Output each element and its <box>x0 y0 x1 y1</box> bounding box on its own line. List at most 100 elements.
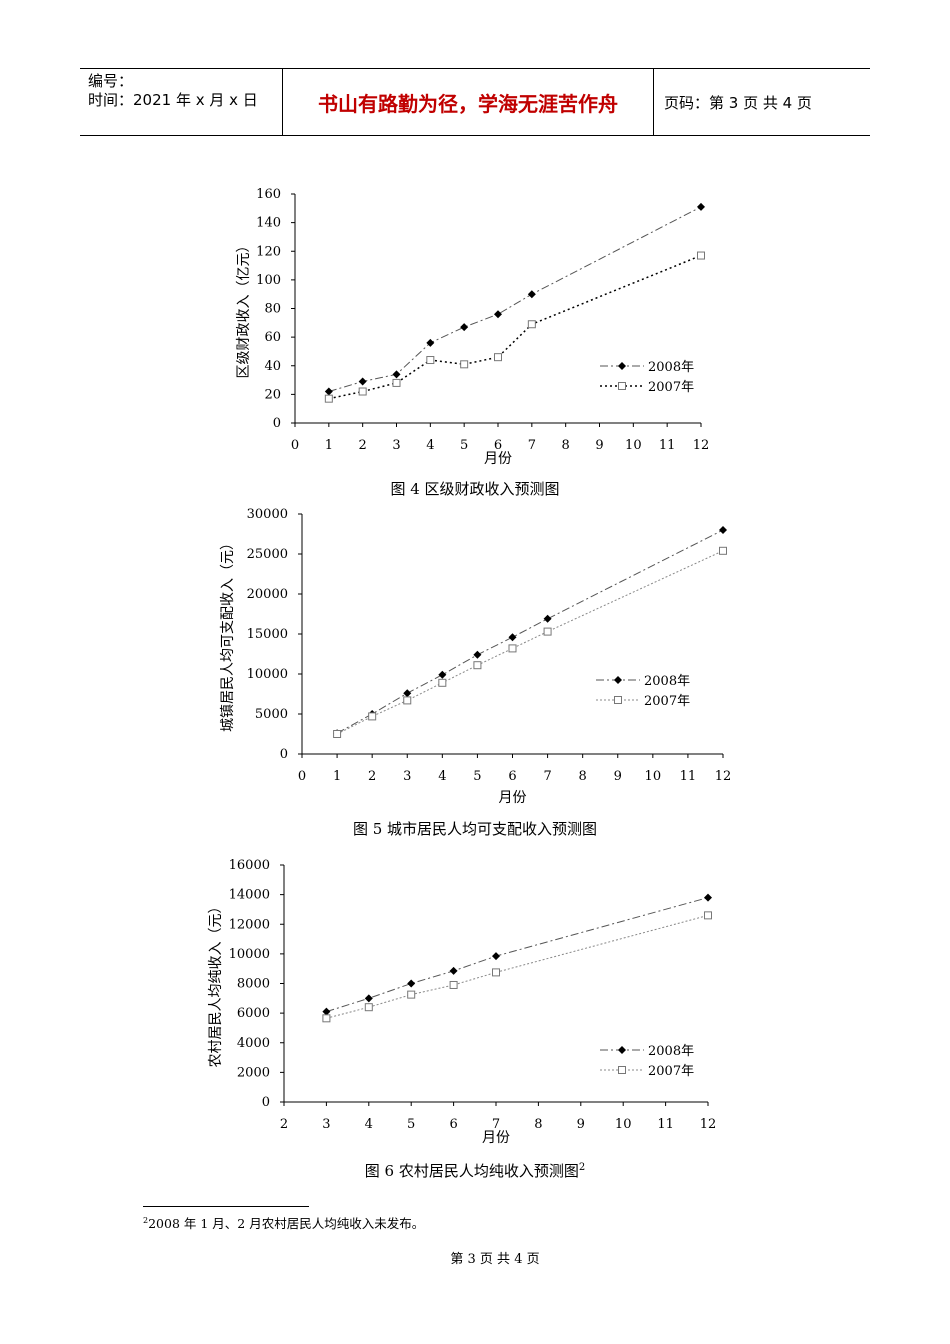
data-point-2007 <box>494 353 502 362</box>
y-tick-label: 0 <box>280 747 288 762</box>
data-point-2007 <box>403 696 412 705</box>
y-tick-label: 5000 <box>255 707 288 722</box>
y-tick-label: 25000 <box>247 547 288 562</box>
data-point-2008 <box>473 650 482 659</box>
footnote: 22008 年 1 月、2 月农村居民人均纯收入未发布。 <box>143 1213 424 1232</box>
data-point-2008 <box>460 323 469 332</box>
x-tick-label: 7 <box>492 1117 500 1132</box>
data-point-2007 <box>407 990 416 999</box>
x-tick-label: 1 <box>325 438 333 453</box>
y-tick-label: 160 <box>256 187 281 202</box>
y-tick-label: 0 <box>273 416 281 431</box>
y-tick-label: 0 <box>262 1095 270 1110</box>
x-tick-label: 4 <box>365 1117 373 1132</box>
y-tick-label: 12000 <box>229 917 270 932</box>
y-axis-label: 农村居民人均纯收入（元） <box>208 900 224 1068</box>
x-tick-label: 8 <box>534 1117 542 1132</box>
data-point-2007 <box>324 394 333 403</box>
x-tick-label: 8 <box>579 769 587 784</box>
x-axis-label: 月份 <box>499 790 527 806</box>
caption-fig4: 图 4 区级财政收入预测图 <box>0 478 950 499</box>
header-motto: 书山有路勤为径，学海无涯苦作舟 <box>318 91 618 116</box>
x-tick-label: 6 <box>494 438 502 453</box>
legend-marker-2008 <box>614 676 622 684</box>
header-time-label: 时间：2021 年 x 月 x 日 <box>88 91 258 109</box>
page-header: 编号： 时间：2021 年 x 月 x 日 书山有路勤为径，学海无涯苦作舟 页码… <box>80 68 870 136</box>
x-tick-label: 11 <box>680 769 697 784</box>
y-tick-label: 16000 <box>229 858 270 873</box>
x-tick-label: 4 <box>438 769 446 784</box>
series-line-2008 <box>328 206 702 392</box>
x-tick-label: 2 <box>280 1117 288 1132</box>
y-tick-label: 40 <box>264 359 281 374</box>
header-left-cell: 编号： 时间：2021 年 x 月 x 日 <box>80 69 282 135</box>
data-point-2008 <box>508 633 517 642</box>
caption-fig6-text: 图 6 农村居民人均纯收入预测图 <box>364 1162 579 1180</box>
legend-marker-2008 <box>618 362 626 370</box>
page-footer: 第 3 页 共 4 页 <box>450 1252 540 1267</box>
y-tick-label: 6000 <box>237 1006 270 1021</box>
x-tick-label: 10 <box>645 769 662 784</box>
footnote-text: 2008 年 1 月、2 月农村居民人均纯收入未发布。 <box>148 1216 425 1231</box>
y-tick-label: 10000 <box>247 667 288 682</box>
x-tick-label: 8 <box>562 438 570 453</box>
x-tick-label: 11 <box>659 438 676 453</box>
data-point-2007 <box>426 356 435 365</box>
legend-label-2008: 2008年 <box>644 674 690 689</box>
x-tick-label: 0 <box>298 769 306 784</box>
data-point-2008 <box>719 526 727 534</box>
legend-label-2007: 2007年 <box>648 1064 694 1079</box>
data-point-2008 <box>704 893 712 902</box>
data-point-2007 <box>333 730 342 738</box>
x-tick-label: 4 <box>426 438 434 453</box>
y-axis-label: 区级财政收入（亿元） <box>236 239 252 379</box>
y-tick-label: 4000 <box>237 1036 270 1051</box>
data-point-2007 <box>704 911 712 920</box>
x-tick-label: 7 <box>543 769 551 784</box>
x-tick-label: 3 <box>403 769 411 784</box>
x-tick-label: 11 <box>657 1117 674 1132</box>
data-point-2007 <box>719 546 727 555</box>
data-point-2008 <box>449 966 458 975</box>
y-tick-label: 140 <box>256 216 281 231</box>
header-page-cell: 页码：第 3 页 共 4 页 <box>654 69 870 135</box>
series-line-2007 <box>336 550 724 735</box>
legend-label-2008: 2008年 <box>648 1044 694 1059</box>
caption-fig5-text: 图 5 城市居民人均可支配收入预测图 <box>352 820 598 838</box>
x-axis-label: 月份 <box>482 1130 510 1146</box>
data-point-2008 <box>494 310 502 319</box>
x-tick-label: 10 <box>625 438 642 453</box>
legend-label-2007: 2007年 <box>644 694 690 709</box>
y-tick-label: 20 <box>264 387 281 402</box>
y-tick-label: 14000 <box>229 888 270 903</box>
x-tick-label: 9 <box>614 769 622 784</box>
data-point-2008 <box>697 202 705 211</box>
x-tick-label: 9 <box>577 1117 585 1132</box>
y-tick-label: 20000 <box>247 587 288 602</box>
data-point-2007 <box>460 360 469 369</box>
y-tick-label: 2000 <box>237 1065 270 1080</box>
data-point-2007 <box>392 378 401 387</box>
data-point-2007 <box>364 1003 373 1012</box>
x-tick-label: 6 <box>449 1117 457 1132</box>
x-tick-label: 12 <box>715 769 732 784</box>
data-point-2007 <box>473 661 482 670</box>
data-point-2008 <box>426 338 435 347</box>
data-point-2008 <box>358 377 367 386</box>
x-tick-label: 0 <box>291 438 299 453</box>
data-point-2007 <box>358 387 367 396</box>
header-motto-cell: 书山有路勤为径，学海无涯苦作舟 <box>282 69 654 135</box>
caption-fig4-text: 图 4 区级财政收入预测图 <box>390 480 560 498</box>
x-tick-label: 12 <box>693 438 710 453</box>
x-tick-label: 3 <box>392 438 400 453</box>
data-point-2008 <box>322 1007 331 1016</box>
y-tick-label: 60 <box>264 330 281 345</box>
header-page-label: 页码：第 3 页 共 4 页 <box>664 93 812 112</box>
x-axis-label: 月份 <box>484 451 512 467</box>
y-tick-label: 120 <box>256 244 281 259</box>
data-point-2008 <box>407 979 416 988</box>
y-axis-label: 城镇居民人均可支配收入（元） <box>220 536 236 732</box>
caption-fig6-footnote-ref: 2 <box>578 1162 586 1173</box>
